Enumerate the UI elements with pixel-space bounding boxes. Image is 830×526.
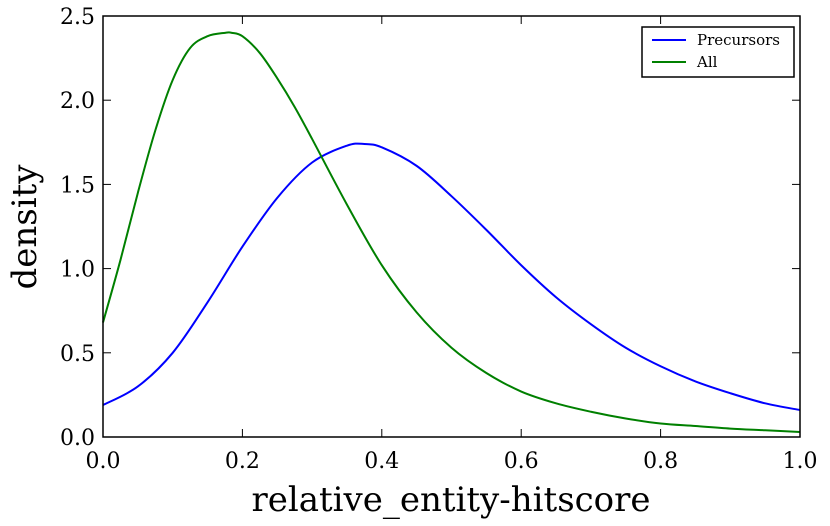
legend-box [641, 26, 795, 78]
plot-area [102, 31, 801, 433]
x-tick-label: 1.0 [783, 449, 818, 474]
legend-label-all: All [696, 53, 718, 71]
x-tick-label: 0.0 [86, 449, 121, 474]
legend: Precursors All [641, 26, 795, 78]
y-tick-label: 1.5 [60, 173, 95, 198]
series-line-precursors [102, 142, 801, 412]
y-tick-label: 1.0 [60, 258, 95, 283]
y-tick-label: 0.5 [60, 342, 95, 367]
series-line-all [102, 31, 801, 433]
y-axis-label: density [5, 164, 45, 290]
x-tick-label: 0.4 [364, 449, 399, 474]
plot-frame [102, 15, 801, 438]
y-tick-label: 2.5 [60, 5, 95, 30]
y-tick-label: 2.0 [60, 89, 95, 114]
x-tick-label: 0.8 [643, 449, 678, 474]
x-tick-label: 0.6 [504, 449, 539, 474]
x-axis-ticks: 0.0 0.2 0.4 0.6 0.8 1.0 [86, 16, 818, 474]
x-axis-label: relative_entity-hitscore [251, 480, 650, 520]
y-tick-label: 0.0 [60, 426, 95, 451]
legend-label-precursors: Precursors [697, 31, 780, 49]
x-tick-label: 0.2 [225, 449, 260, 474]
